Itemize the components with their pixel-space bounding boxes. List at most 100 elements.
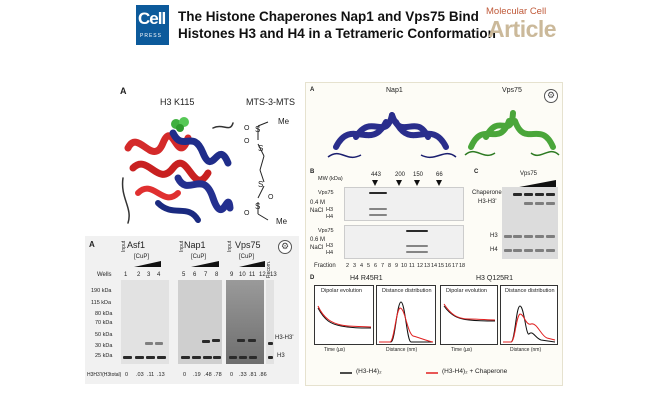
- gel-band: [192, 356, 201, 359]
- curve-dipolar-left: [317, 305, 372, 329]
- fraction-number: 17: [452, 263, 459, 269]
- panel-d-letter: D: [310, 275, 315, 281]
- gel-band: [513, 249, 522, 252]
- cell-press-logo: Cell PRESS: [136, 5, 169, 45]
- ratio-value: .19: [193, 372, 201, 378]
- row-label-h4-top: H4: [326, 214, 334, 220]
- row-label-vps75-top: Vps75: [318, 190, 334, 196]
- mw-value-200: 200: [395, 172, 406, 178]
- chem-o-3: O: [268, 194, 274, 201]
- lane-4: 4: [157, 272, 161, 278]
- fraction-number: 18: [459, 263, 466, 269]
- panel-b-letter: B: [310, 169, 315, 175]
- panel-c-label-h3h3: H3-H3': [478, 199, 497, 205]
- lane-5: 5: [182, 272, 186, 278]
- plot-subtitle: Dipolar evolution: [321, 288, 362, 294]
- plot-subtitle: Dipolar evolution: [446, 288, 487, 294]
- chem-o-4: O: [244, 210, 250, 217]
- gel-band: [239, 356, 247, 359]
- fraction-number: 2: [346, 263, 350, 269]
- cup-label-1: [CuP]: [134, 254, 150, 260]
- lane-7: 7: [204, 272, 208, 278]
- chem-s-2: S: [258, 144, 264, 153]
- gel-band: [237, 339, 245, 342]
- gel-band: [535, 249, 544, 252]
- chem-s-1: S: [255, 125, 261, 134]
- row-label-vps75-bottom: Vps75: [318, 228, 334, 234]
- panel-c-label-h3: H3: [490, 233, 498, 239]
- gel-band: [202, 340, 210, 343]
- gel-sec-bottom: [344, 225, 464, 259]
- gel-band: [535, 235, 544, 238]
- title-line-2: Histones H3 and H4 in a Tetrameric Confo…: [178, 26, 496, 41]
- zoom-icon[interactable]: ⚙: [278, 240, 292, 254]
- legend-swatches: [340, 372, 438, 374]
- fraction-number: 15: [438, 263, 445, 269]
- row-label-h3-bottom: H3: [326, 243, 334, 249]
- group-label-asf1: Asf1: [127, 240, 146, 250]
- group-label-vps75: Vps75: [235, 240, 261, 250]
- chem-me-1: Me: [278, 117, 290, 126]
- article-title: The Histone Chaperones Nap1 and Vps75 Bi…: [178, 8, 496, 42]
- fraction-number: 10: [401, 263, 408, 269]
- lane-12: 12: [259, 272, 266, 278]
- ratio-value: .48: [204, 372, 212, 378]
- x-axis-label: Distance (nm): [510, 347, 542, 353]
- gel-band: [524, 249, 533, 252]
- mw-value-150: 150: [413, 172, 424, 178]
- fraction-number: 7: [381, 263, 385, 269]
- mw-marker-25: 25 kDa: [95, 353, 113, 359]
- row-label-nacl-bottom: NaCl: [310, 245, 324, 251]
- title-line-1: The Histone Chaperones Nap1 and Vps75 Bi…: [178, 9, 479, 24]
- cup-label-2: [CuP]: [191, 254, 207, 260]
- gel-asf1: [121, 280, 169, 364]
- row-label-h3-top: H3: [326, 207, 334, 213]
- gel-band: [203, 356, 212, 359]
- ratio-label: H3H3'/(H3total): [87, 372, 122, 378]
- structure-panel: A H3 K115 MTS-3-MTS Me O S O: [118, 86, 303, 231]
- plot-dipolar-left: Dipolar evolution: [314, 285, 374, 345]
- ratio-value: 0: [230, 372, 234, 378]
- ratio-value: .03: [136, 372, 144, 378]
- gel-band: [123, 356, 132, 359]
- plot-distance-right: Distance distribution: [500, 285, 558, 345]
- gel-band: [504, 235, 512, 238]
- cup-wedges: [134, 261, 265, 267]
- histone-structure-image: [121, 117, 234, 224]
- fraction-number: 9: [395, 263, 399, 269]
- fraction-number: 4: [360, 263, 364, 269]
- d-title-right: H3 Q125R1: [476, 275, 513, 282]
- chem-o-1: O: [244, 125, 250, 132]
- fraction-number: 12: [417, 263, 424, 269]
- gel-band: [546, 235, 555, 238]
- gel-band: [406, 230, 428, 232]
- x-axis-label: Time (µs): [451, 347, 473, 353]
- fraction-number: 5: [367, 263, 371, 269]
- gel-band: [249, 356, 257, 359]
- wells-label: Wells: [97, 272, 112, 278]
- ratio-value: .81: [249, 372, 257, 378]
- panel-letter: A: [120, 86, 127, 96]
- gel-band: [213, 356, 221, 359]
- gel-band: [145, 342, 153, 345]
- zoom-icon[interactable]: ⚙: [544, 89, 558, 103]
- fraction-label: Fraction: [314, 263, 336, 269]
- crosslink-gel-panel: A ⚙ Asf1 Nap1 Vps75 Input [CuP] Input [C…: [85, 236, 299, 384]
- gel-vps75: [226, 280, 264, 364]
- gel-band: [212, 339, 220, 342]
- ratio-value: .86: [259, 372, 267, 378]
- gel-band: [146, 356, 155, 359]
- row-label-salt-top: 0.4 M: [310, 200, 326, 206]
- chem-me-2: Me: [276, 217, 288, 226]
- legend-item-chaperone: (H3-H4)₂ + Chaperone: [442, 368, 508, 375]
- chem-o-2: O: [244, 138, 250, 145]
- gel-band: [268, 342, 273, 345]
- plot-distance-left: Distance distribution: [376, 285, 436, 345]
- lane-2: 2: [137, 272, 141, 278]
- gel-band: [524, 193, 533, 196]
- gel-band: [406, 245, 428, 247]
- mw-marker-50: 50 kDa: [95, 332, 113, 338]
- band-label-h3: H3: [277, 353, 285, 359]
- curve-dipolar-right: [443, 303, 496, 322]
- plot-subtitle: Distance distribution: [382, 288, 432, 294]
